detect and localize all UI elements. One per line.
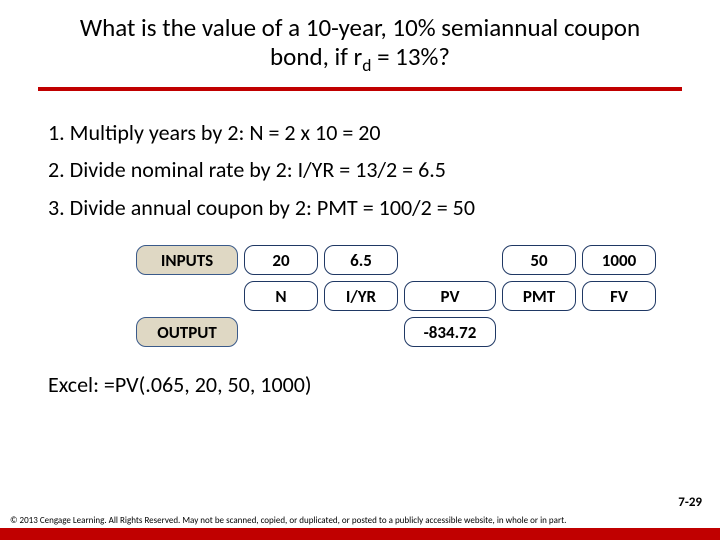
output-row: OUTPUT -834.72: [136, 317, 656, 347]
step-2: 2. Divide nominal rate by 2: I/YR = 13/2…: [48, 156, 672, 184]
col-pv: PV: [404, 281, 496, 311]
step-1: 1. Multiply years by 2: N = 2 x 10 = 20: [48, 119, 672, 147]
col-fv: FV: [582, 281, 656, 311]
inputs-row: INPUTS 20 6.5 50 1000: [136, 245, 656, 275]
input-fv-value: 1000: [582, 245, 656, 275]
page-number: 7-29: [678, 495, 702, 510]
title-area: What is the value of a 10-year, 10% semi…: [0, 0, 720, 83]
excel-formula: Excel: =PV(.065, 20, 50, 1000): [48, 371, 720, 398]
labels-row: N I/YR PV PMT FV: [136, 281, 656, 311]
output-label: OUTPUT: [136, 317, 238, 347]
col-pmt: PMT: [502, 281, 576, 311]
inputs-label: INPUTS: [136, 245, 238, 275]
slide-title: What is the value of a 10-year, 10% semi…: [50, 14, 670, 75]
col-iyr: I/YR: [324, 281, 398, 311]
input-iyr-value: 6.5: [324, 245, 398, 275]
bottom-accent-bar: [0, 528, 720, 540]
content-area: 1. Multiply years by 2: N = 2 x 10 = 20 …: [0, 91, 720, 348]
copyright-text: © 2013 Cengage Learning. All Rights Rese…: [0, 515, 720, 526]
output-pv-value: -834.72: [404, 317, 496, 347]
col-n: N: [244, 281, 318, 311]
calculator-block: INPUTS 20 6.5 50 1000 N I/YR PV PMT FV O…: [136, 245, 656, 347]
input-n-value: 20: [244, 245, 318, 275]
step-3: 3. Divide annual coupon by 2: PMT = 100/…: [48, 194, 672, 222]
input-pmt-value: 50: [502, 245, 576, 275]
